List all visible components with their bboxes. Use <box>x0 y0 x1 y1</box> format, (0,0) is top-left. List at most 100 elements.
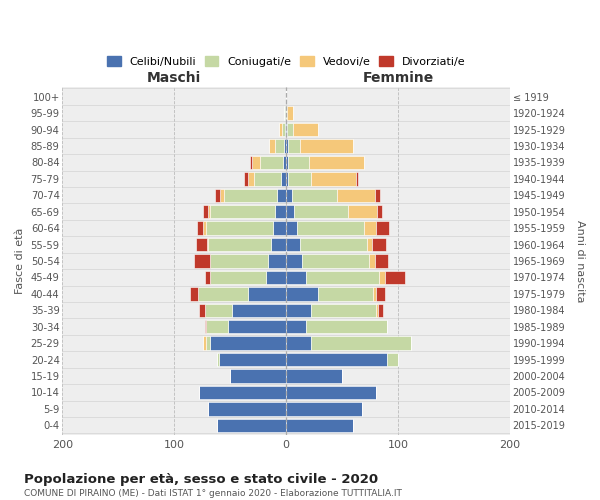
Text: Femmine: Femmine <box>362 71 434 85</box>
Bar <box>367 238 373 252</box>
Bar <box>286 353 387 366</box>
Bar <box>206 320 228 334</box>
Bar <box>286 238 299 252</box>
Bar <box>268 254 286 268</box>
Bar <box>373 287 376 300</box>
Bar <box>269 139 275 152</box>
Bar <box>286 336 311 350</box>
Bar <box>374 254 388 268</box>
Bar <box>190 287 198 300</box>
Bar <box>302 254 369 268</box>
Bar <box>244 172 248 186</box>
Bar <box>208 402 286 415</box>
Bar <box>250 156 251 169</box>
Bar <box>376 222 389 235</box>
Bar <box>271 238 286 252</box>
Bar <box>203 336 206 350</box>
Bar <box>299 139 353 152</box>
Bar <box>286 386 376 399</box>
Bar <box>285 123 286 136</box>
Bar <box>286 123 287 136</box>
Bar <box>308 156 364 169</box>
Bar <box>208 238 271 252</box>
Bar <box>293 123 317 136</box>
Bar <box>311 304 376 317</box>
Bar <box>286 188 292 202</box>
Bar <box>203 205 208 218</box>
Bar <box>197 222 203 235</box>
Bar <box>369 254 374 268</box>
Bar <box>251 156 260 169</box>
Bar <box>275 205 286 218</box>
Bar <box>289 139 299 152</box>
Bar <box>376 287 385 300</box>
Bar <box>286 320 307 334</box>
Bar <box>298 222 364 235</box>
Bar <box>248 172 254 186</box>
Bar <box>286 304 311 317</box>
Bar <box>230 369 286 382</box>
Bar <box>220 188 224 202</box>
Bar <box>289 172 311 186</box>
Bar <box>207 238 208 252</box>
Bar <box>299 238 367 252</box>
Bar <box>199 386 286 399</box>
Bar <box>286 156 289 169</box>
Bar <box>294 205 348 218</box>
Bar <box>285 106 286 120</box>
Bar <box>378 304 383 317</box>
Bar <box>215 188 220 202</box>
Bar <box>286 287 317 300</box>
Bar <box>287 106 293 120</box>
Bar <box>286 369 342 382</box>
Bar <box>385 270 405 284</box>
Text: Popolazione per età, sesso e stato civile - 2020: Popolazione per età, sesso e stato civil… <box>24 472 378 486</box>
Bar <box>198 287 248 300</box>
Bar <box>348 205 377 218</box>
Bar <box>248 287 286 300</box>
Bar <box>206 222 273 235</box>
Text: Maschi: Maschi <box>147 71 202 85</box>
Legend: Celibi/Nubili, Coniugati/e, Vedovi/e, Divorziati/e: Celibi/Nubili, Coniugati/e, Vedovi/e, Di… <box>105 54 467 70</box>
Bar <box>219 353 286 366</box>
Bar <box>311 172 356 186</box>
Bar <box>194 254 210 268</box>
Bar <box>228 320 286 334</box>
Bar <box>373 238 386 252</box>
Bar <box>275 139 284 152</box>
Bar <box>307 320 387 334</box>
Bar <box>260 156 283 169</box>
Bar <box>284 106 285 120</box>
Bar <box>210 205 275 218</box>
Bar <box>266 270 286 284</box>
Bar <box>374 188 380 202</box>
Bar <box>356 172 358 186</box>
Bar <box>210 254 268 268</box>
Bar <box>286 205 294 218</box>
Bar <box>205 270 210 284</box>
Bar <box>289 156 308 169</box>
Bar <box>283 156 286 169</box>
Bar <box>286 222 298 235</box>
Bar <box>286 106 287 120</box>
Bar <box>210 270 266 284</box>
Bar <box>196 238 207 252</box>
Bar <box>232 304 286 317</box>
Bar <box>273 222 286 235</box>
Bar <box>254 172 281 186</box>
Y-axis label: Anni di nascita: Anni di nascita <box>575 220 585 302</box>
Bar <box>210 336 286 350</box>
Bar <box>205 320 206 334</box>
Bar <box>337 188 374 202</box>
Bar <box>217 353 219 366</box>
Bar <box>286 270 307 284</box>
Bar <box>311 336 412 350</box>
Bar <box>208 205 210 218</box>
Bar <box>281 172 286 186</box>
Bar <box>286 418 353 432</box>
Bar <box>377 205 382 218</box>
Bar <box>224 188 277 202</box>
Bar <box>286 172 289 186</box>
Bar <box>286 254 302 268</box>
Bar <box>282 123 285 136</box>
